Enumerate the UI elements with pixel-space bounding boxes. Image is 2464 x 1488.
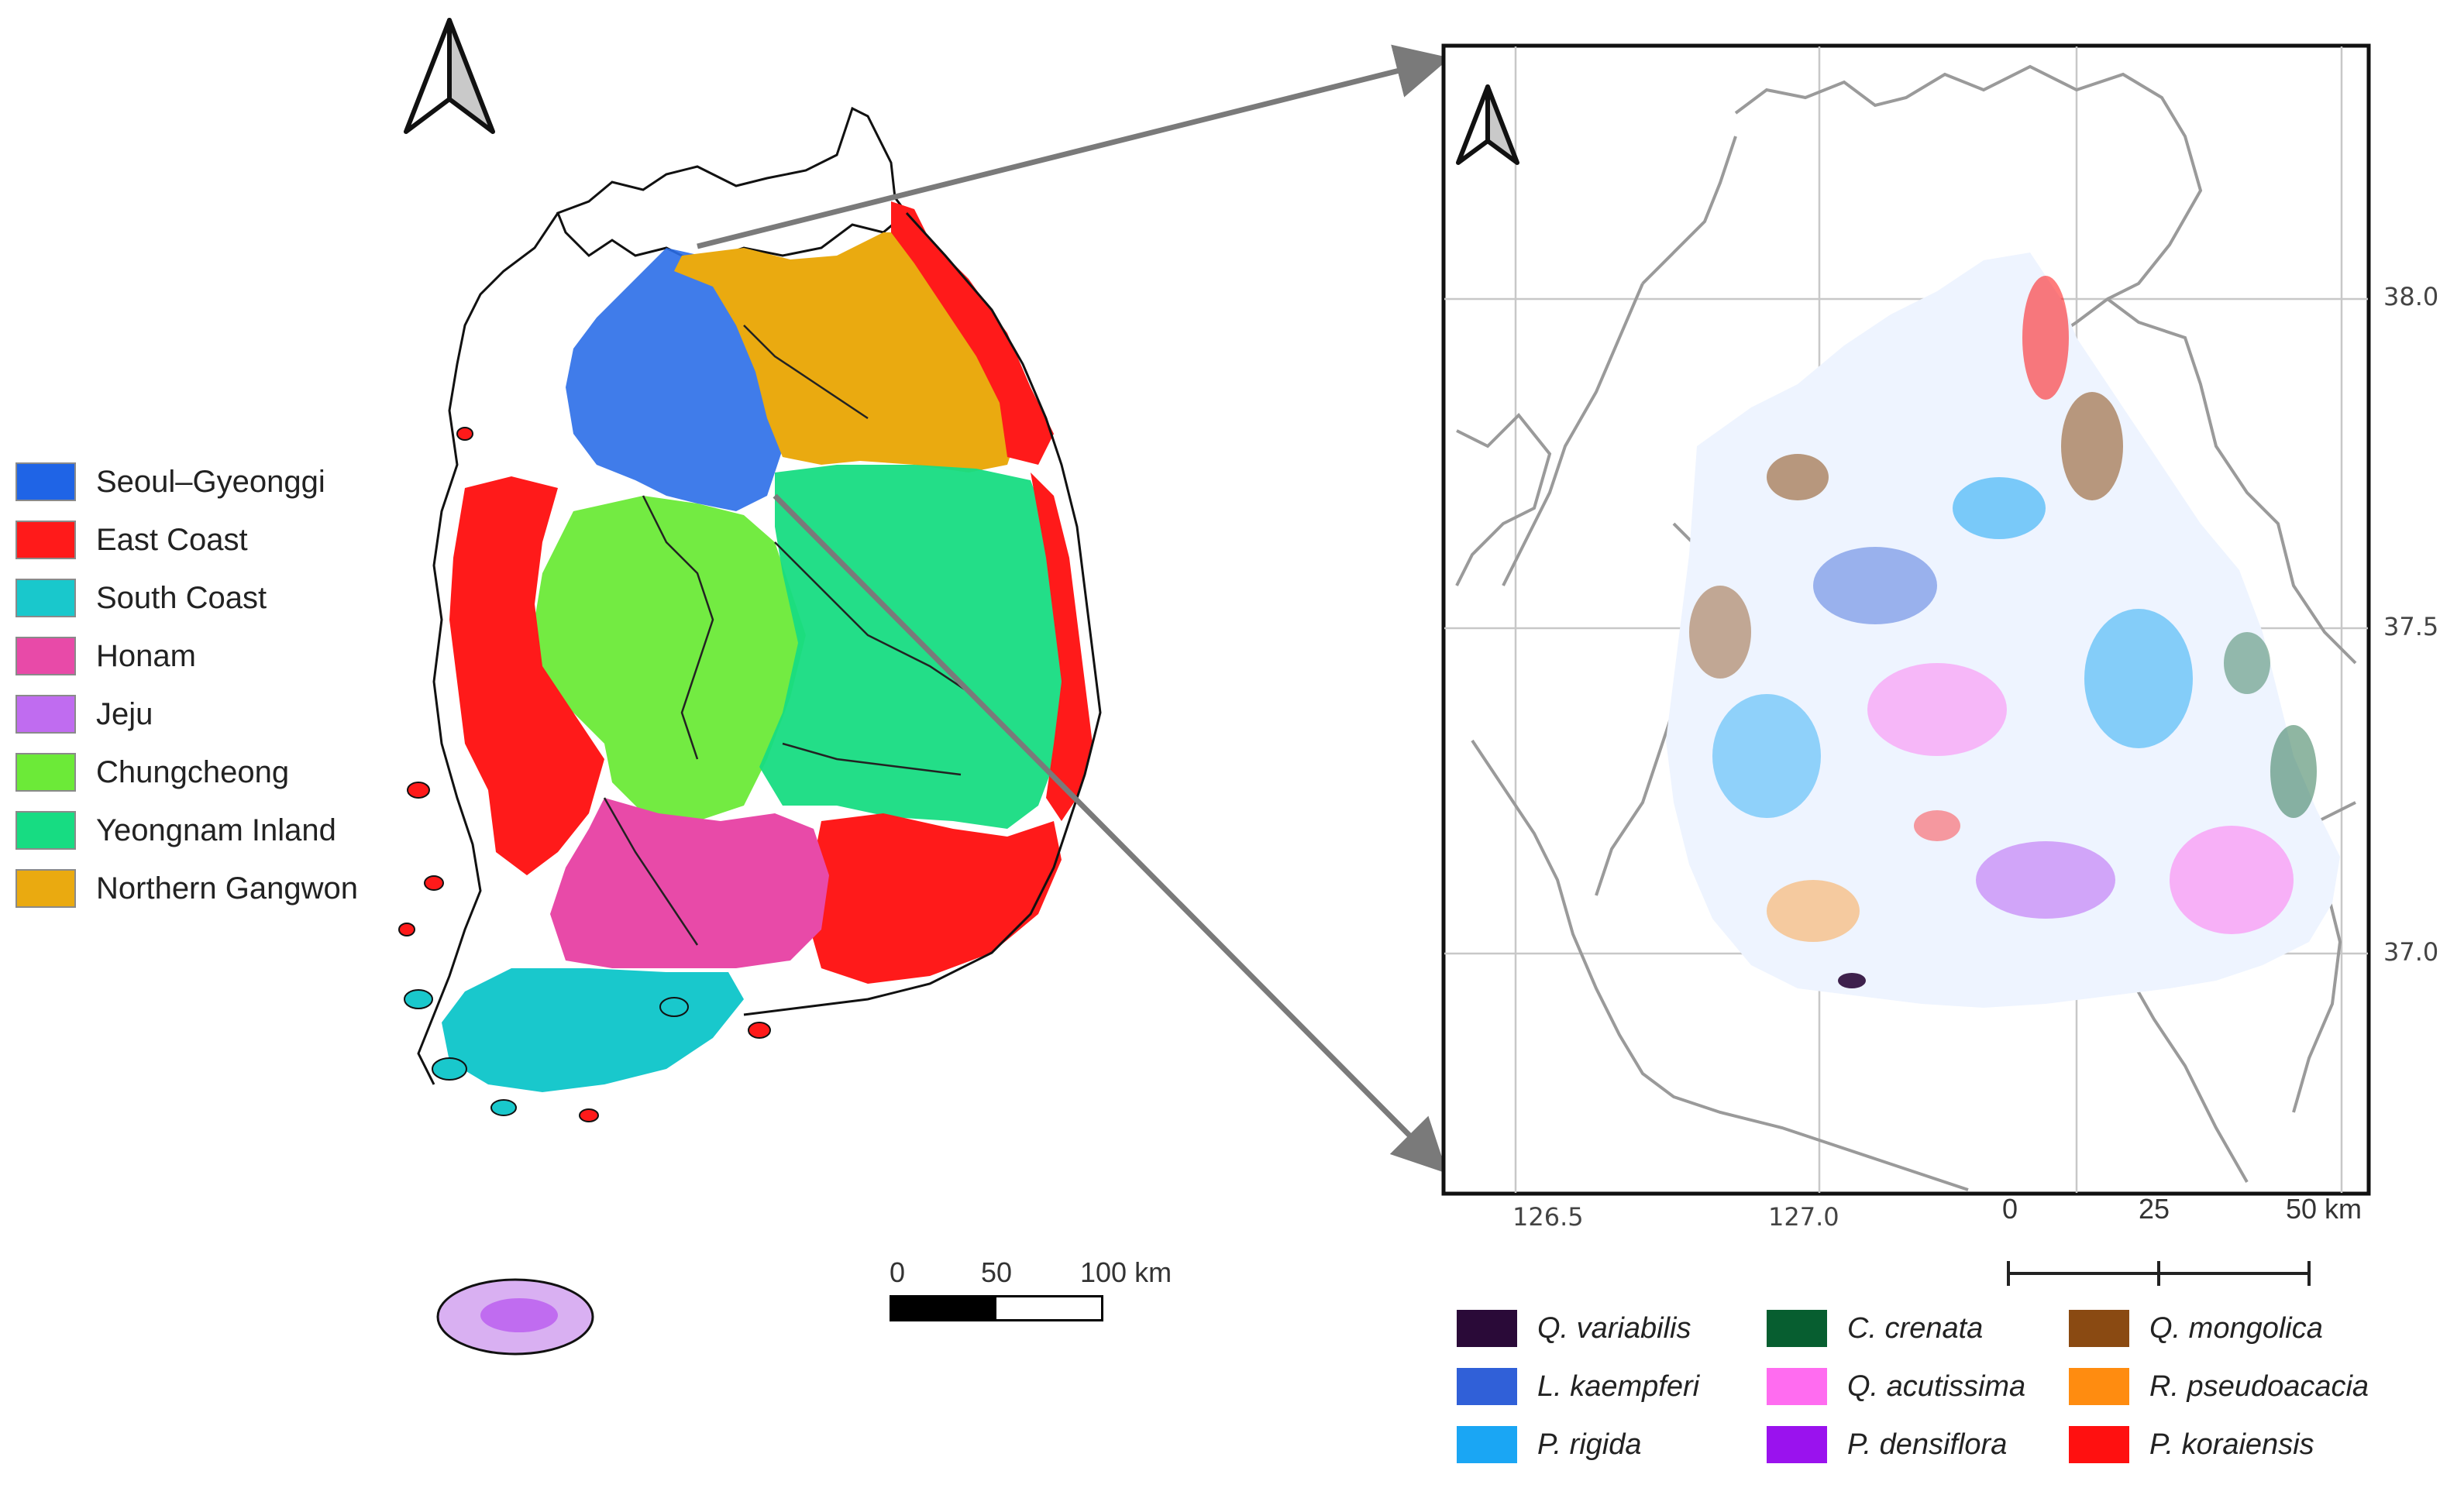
legend-swatch [2069,1310,2129,1347]
legend-swatch [2069,1368,2129,1405]
region-seoul-gyeonggi [566,248,783,511]
legend-label: East Coast [96,522,248,557]
legend-item-seoul-gyeonggi: Seoul–Gyeonggi [15,462,325,502]
peninsula-outline-north [556,106,909,265]
legend-swatch [1767,1310,1827,1347]
legend-swatch [2069,1426,2129,1463]
legend-item-honam: Honam [15,636,196,676]
legend-item-chungcheong: Chungcheong [15,752,289,792]
legend-swatch [15,579,76,617]
legend-swatch [15,521,76,559]
legend-item-yeongnam-inland: Yeongnam Inland [15,810,336,851]
islands-south-coast [404,989,689,1116]
legend-label: South Coast [96,580,267,615]
legend-label: Yeongnam Inland [96,813,336,847]
legend-label: P. densiflora [1847,1428,2008,1461]
legend-label: C. crenata [1847,1311,1984,1345]
legend-item-p-koraiensis: P. koraiensis [2069,1425,2314,1464]
species-patches [1689,276,2317,988]
legend-label: Honam [96,638,196,673]
legend-item-south-coast: South Coast [15,578,267,618]
lat-tick-38: 38.0 [2383,282,2439,311]
legend-label: Chungcheong [96,754,290,789]
legend-label: Jeju [96,696,153,731]
scale-bar-graphic [890,1295,1103,1321]
legend-item-p-densiflora: P. densiflora [1767,1425,2007,1464]
region-chungcheong [535,496,806,821]
coast-outline-west [417,212,559,1085]
legend-label: Q. mongolica [2149,1311,2323,1345]
legend-swatch [15,869,76,908]
region-jeju-core [480,1298,558,1332]
region-east-coast-north [891,201,1054,465]
legend-swatch [15,637,76,675]
species-legend: Q. variabilis L. kaempferi P. rigida C. … [1457,1309,2418,1479]
legend-label: P. koraiensis [2149,1428,2314,1461]
legend-item-jeju: Jeju [15,694,153,734]
left-map [398,18,1102,1356]
region-east-coast-south [806,813,1062,984]
species-mosaic-area [1666,253,2340,1008]
scale-right-label-25: 25 [2139,1193,2170,1225]
scale-label-0: 0 [890,1256,906,1288]
legend-item-q-acutissima: Q. acutissima [1767,1367,2025,1406]
legend-item-l-kaempferi: L. kaempferi [1457,1367,1699,1406]
legend-swatch [1457,1368,1517,1405]
north-arrow-icon [1456,84,1519,165]
legend-item-east-coast: East Coast [15,520,248,560]
scale-right-label-50: 50 km [2286,1193,2362,1225]
lon-tick-126-5: 126.5 [1512,1202,1584,1232]
legend-label: Northern Gangwon [96,871,358,906]
lat-tick-37: 37.0 [2383,937,2439,967]
region-yeongnam-inland [759,465,1069,829]
legend-label: Q. variabilis [1537,1311,1691,1345]
scale-label-50: 50 [981,1256,1013,1288]
legend-label: R. pseudoacacia [2149,1369,2369,1403]
north-arrow-icon [404,18,495,134]
right-map [1441,43,2371,1196]
islands [398,427,771,1122]
legend-swatch [15,462,76,501]
region-honam [550,798,829,968]
legend-label: P. rigida [1537,1428,1642,1461]
scale-bar-right [2007,1261,2311,1286]
legend-item-q-variabilis: Q. variabilis [1457,1309,1691,1348]
legend-label: Q. acutissima [1847,1369,2026,1403]
legend-swatch [1457,1310,1517,1347]
legend-label: Seoul–Gyeonggi [96,464,325,499]
legend-swatch [1767,1426,1827,1463]
legend-swatch [1457,1426,1517,1463]
region-east-coast-west [449,476,604,875]
legend-swatch [15,695,76,734]
scale-bar-left: 0 50 100 km [890,1256,1215,1321]
region-south-coast [442,968,744,1092]
scale-right-label-0: 0 [2002,1193,2018,1225]
lat-tick-37-5: 37.5 [2383,612,2439,641]
lon-tick-127: 127.0 [1768,1202,1839,1232]
legend-swatch [15,811,76,850]
legend-item-r-pseudoacacia: R. pseudoacacia [2069,1367,2369,1406]
legend-swatch [15,753,76,792]
legend-item-q-mongolica: Q. mongolica [2069,1309,2323,1348]
legend-swatch [1767,1368,1827,1405]
legend-label: L. kaempferi [1537,1369,1700,1403]
legend-item-p-rigida: P. rigida [1457,1425,1642,1464]
legend-item-northern-gangwon: Northern Gangwon [15,868,358,909]
legend-item-c-crenata: C. crenata [1767,1309,1983,1348]
scale-label-100: 100 km [1080,1256,1172,1288]
